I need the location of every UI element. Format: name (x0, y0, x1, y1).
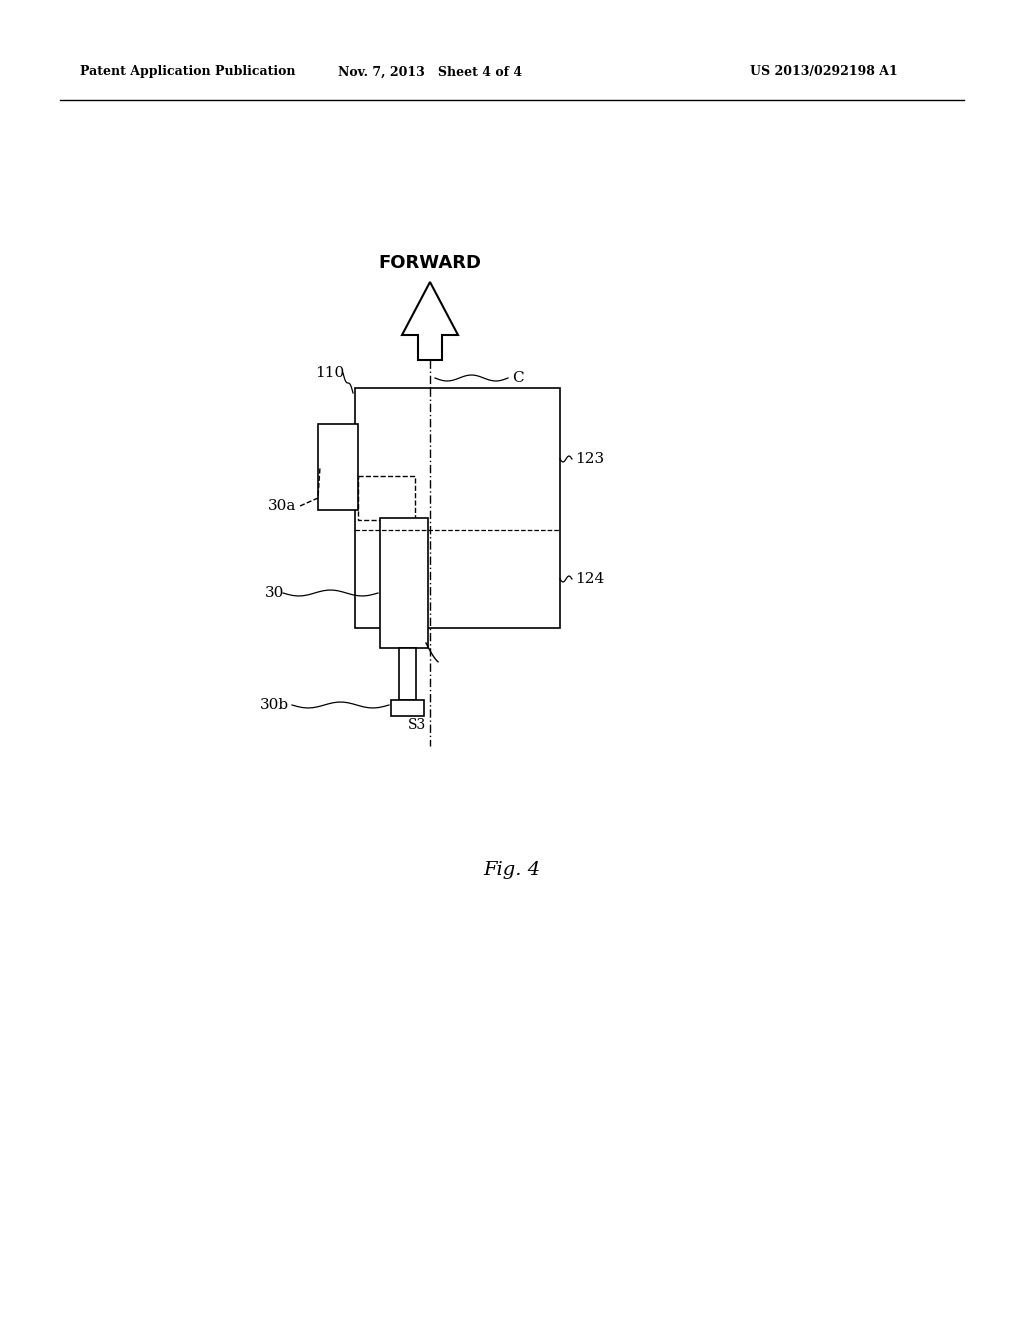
Bar (355, 388, 560, 628)
Bar (358, 477, 415, 520)
Text: Nov. 7, 2013   Sheet 4 of 4: Nov. 7, 2013 Sheet 4 of 4 (338, 66, 522, 78)
Text: 30b: 30b (260, 698, 289, 711)
Bar (391, 700, 424, 715)
Text: US 2013/0292198 A1: US 2013/0292198 A1 (750, 66, 898, 78)
Text: 124: 124 (575, 572, 604, 586)
Text: 123: 123 (575, 451, 604, 466)
Text: FORWARD: FORWARD (379, 253, 481, 272)
Text: 110: 110 (315, 366, 344, 380)
Text: 30a: 30a (268, 499, 296, 513)
Bar (399, 648, 416, 700)
Text: Patent Application Publication: Patent Application Publication (80, 66, 296, 78)
Text: 30: 30 (265, 586, 285, 601)
Bar (380, 517, 428, 648)
Text: Fig. 4: Fig. 4 (483, 861, 541, 879)
Text: C: C (512, 371, 523, 385)
Bar (318, 424, 358, 510)
Text: S3: S3 (408, 718, 426, 733)
